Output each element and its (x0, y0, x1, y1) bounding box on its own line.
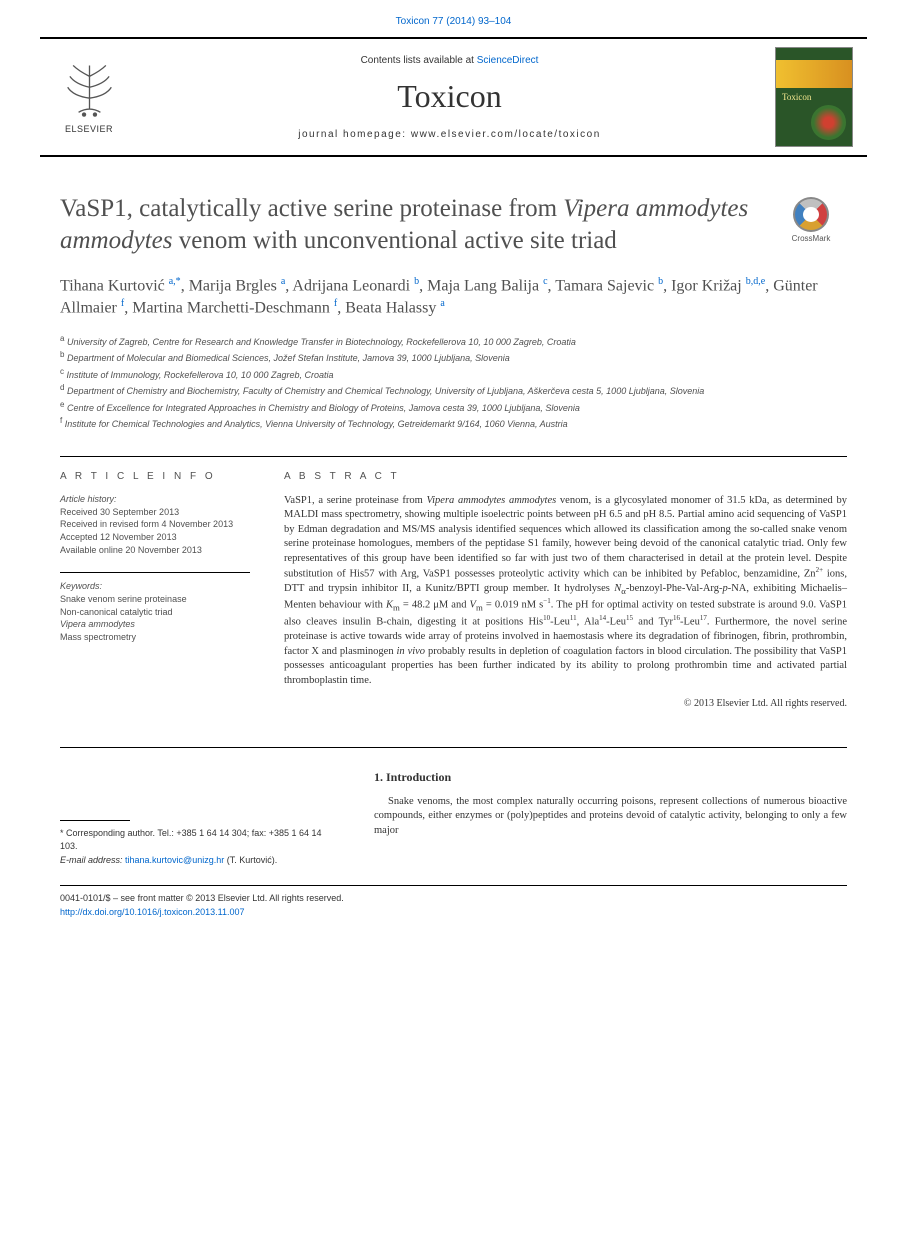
introduction-text: Snake venoms, the most complex naturally… (374, 795, 847, 838)
article-history-heading: Article history: (60, 494, 250, 504)
journal-homepage: journal homepage: www.elsevier.com/locat… (124, 129, 775, 140)
journal-header-bar: ELSEVIER Contents lists available at Sci… (40, 37, 867, 157)
affiliations-list: a University of Zagreb, Centre for Resea… (60, 333, 847, 432)
contents-available-text: Contents lists available at ScienceDirec… (124, 55, 775, 66)
crossmark-icon (793, 197, 829, 232)
affiliation-line: a University of Zagreb, Centre for Resea… (60, 333, 847, 350)
email-link[interactable]: tihana.kurtovic@unizg.hr (125, 855, 224, 865)
article-info-sidebar: A R T I C L E I N F O Article history: R… (60, 471, 250, 709)
journal-cover-thumbnail[interactable]: Toxicon (775, 47, 853, 147)
article-info-heading: A R T I C L E I N F O (60, 471, 250, 482)
header-citation[interactable]: Toxicon 77 (2014) 93–104 (0, 0, 907, 37)
email-suffix: (T. Kurtović). (224, 855, 277, 865)
keywords-heading: Keywords: (60, 581, 250, 591)
elsevier-label: ELSEVIER (65, 124, 113, 134)
cover-title: Toxicon (782, 92, 811, 102)
history-line: Received in revised form 4 November 2013 (60, 518, 250, 531)
abstract-text: VaSP1, a serine proteinase from Vipera a… (284, 494, 847, 688)
doi-link[interactable]: http://dx.doi.org/10.1016/j.toxicon.2013… (60, 906, 847, 920)
journal-homepage-url[interactable]: www.elsevier.com/locate/toxicon (411, 129, 601, 140)
keyword-line: Snake venom serine proteinase (60, 593, 250, 606)
elsevier-tree-icon (62, 60, 117, 120)
journal-name: Toxicon (124, 78, 775, 115)
corresponding-author-line: * Corresponding author. Tel.: +385 1 64 … (60, 827, 340, 854)
history-line: Accepted 12 November 2013 (60, 531, 250, 544)
keyword-line: Non-canonical catalytic triad (60, 606, 250, 619)
keyword-line: Mass spectrometry (60, 631, 250, 644)
abstract-heading: A B S T R A C T (284, 471, 847, 482)
affiliation-line: d Department of Chemistry and Biochemist… (60, 382, 847, 399)
email-label: E-mail address: (60, 855, 125, 865)
affiliation-line: b Department of Molecular and Biomedical… (60, 349, 847, 366)
affiliation-line: e Centre of Excellence for Integrated Ap… (60, 399, 847, 416)
corresponding-author-block: * Corresponding author. Tel.: +385 1 64 … (60, 770, 340, 868)
introduction-heading: 1. Introduction (374, 770, 847, 785)
author-list: Tihana Kurtović a,*, Marija Brgles a, Ad… (60, 275, 847, 319)
affiliation-line: c Institute of Immunology, Rockefellerov… (60, 366, 847, 383)
crossmark-label: CrossMark (792, 234, 831, 243)
affiliation-line: f Institute for Chemical Technologies an… (60, 415, 847, 432)
footer-issn-line: 0041-0101/$ – see front matter © 2013 El… (60, 892, 847, 906)
copyright-line: © 2013 Elsevier Ltd. All rights reserved… (284, 698, 847, 709)
page-footer: 0041-0101/$ – see front matter © 2013 El… (60, 885, 847, 937)
sciencedirect-link[interactable]: ScienceDirect (477, 55, 539, 66)
history-line: Available online 20 November 2013 (60, 544, 250, 557)
article-title: VaSP1, catalytically active serine prote… (60, 193, 755, 257)
keyword-line: Vipera ammodytes (60, 618, 250, 631)
elsevier-logo[interactable]: ELSEVIER (54, 52, 124, 142)
history-line: Received 30 September 2013 (60, 506, 250, 519)
crossmark-badge[interactable]: CrossMark (775, 197, 847, 243)
